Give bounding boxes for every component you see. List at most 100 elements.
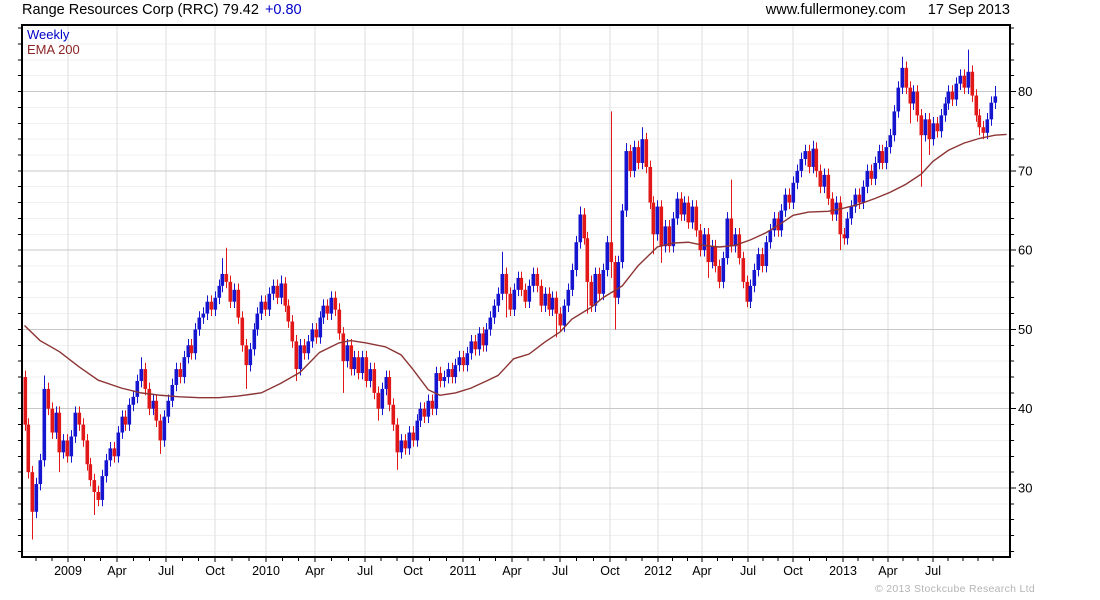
candle [527,279,532,309]
candle [151,394,156,416]
candle [325,299,330,320]
candle [904,61,909,94]
candle [539,279,544,313]
x-tick-label: 2012 [644,564,672,578]
x-tick-label: Jul [357,564,373,578]
candle [710,239,715,269]
candle [65,434,70,463]
candle [279,275,284,305]
candle [430,394,435,416]
x-tick-label: 2009 [54,564,82,578]
candle [23,370,28,431]
candle [671,212,676,253]
candle [729,179,734,253]
candle [162,410,167,447]
candle [302,338,307,360]
candle [550,291,555,316]
candle [834,196,839,221]
candle [496,287,501,313]
candle [826,168,831,205]
candle [760,247,765,273]
candle [713,239,718,273]
candle [127,398,132,431]
candle [609,111,614,278]
candle [477,327,482,356]
candle [974,89,979,122]
candle [733,227,738,253]
candle [628,144,633,178]
candle [224,247,229,289]
y-tick-label: 50 [1018,322,1032,337]
candle [232,283,237,309]
candle [112,442,117,463]
candle [547,287,552,316]
candle [217,279,222,305]
candle [38,453,43,491]
x-tick-label: Oct [600,564,620,578]
candle [213,291,218,316]
candle [178,362,183,384]
candlesticks [23,49,998,540]
candle [104,453,109,483]
candle [399,434,404,459]
x-tick-label: Jul [925,564,941,578]
candle [290,315,295,348]
candle [488,311,493,336]
candle [298,338,303,376]
candle [426,394,431,424]
candle [244,338,249,389]
x-tick-label: Apr [305,564,324,578]
candle [706,227,711,278]
candle [516,271,521,297]
candle [170,378,175,408]
candle [605,235,610,277]
candle [248,342,253,372]
candle [869,164,874,186]
candle [966,49,971,94]
candle [442,370,447,388]
candle [465,346,470,372]
candle [461,350,466,372]
candle [85,434,90,471]
candle [81,418,86,447]
candle [752,263,757,293]
candle [283,277,288,313]
candle [698,224,703,257]
candle [341,327,346,393]
candle [655,200,660,241]
candle [352,350,357,376]
candle [294,335,299,381]
candle [632,140,637,178]
candle [943,97,948,122]
candle [543,287,548,313]
candle [682,196,687,221]
candle [57,406,62,473]
candle [725,212,730,265]
candle [939,109,944,138]
candle [418,402,423,427]
candle [88,457,93,487]
candle [333,291,338,316]
candle [77,406,82,431]
candle [865,164,870,194]
candle [345,338,350,368]
candle [438,366,443,388]
candle [946,85,951,110]
candle [42,375,47,467]
title-change: +0.80 [264,2,302,18]
candle [892,105,897,142]
candle [411,426,416,447]
candle [263,295,268,316]
candle [310,323,315,348]
candle [61,434,66,459]
candle [166,394,171,424]
candle [799,152,804,178]
candle [368,362,373,388]
legend-ema-200: EMA 200 [27,42,80,57]
candle [659,200,664,263]
candle [96,485,101,507]
candle [954,77,959,106]
candle [46,382,51,416]
candle [54,406,59,439]
candle [108,442,113,467]
